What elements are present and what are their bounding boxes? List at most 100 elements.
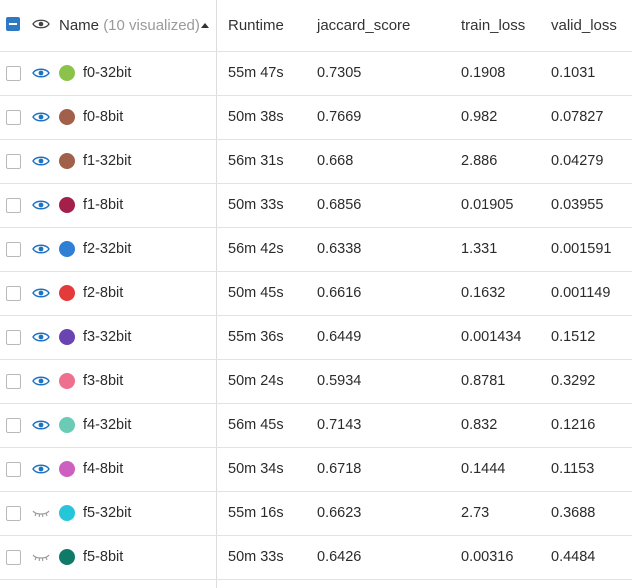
train-loss-cell: 1.331 [461, 241, 498, 257]
run-color-dot[interactable] [59, 153, 75, 169]
runtime-cell: 55m 16s [228, 505, 284, 521]
valid-loss-cell: 0.4484 [551, 549, 596, 565]
train-loss-cell: 2.73 [461, 505, 490, 521]
row-checkbox[interactable] [6, 286, 21, 301]
table-row[interactable]: f5-32bit 55m 16s 0.6623 2.73 0.3688 [0, 492, 632, 536]
runtime-cell: 56m 42s [228, 241, 284, 257]
column-divider [216, 0, 217, 588]
run-name[interactable]: f2-32bit [83, 241, 132, 257]
eye-icon[interactable] [32, 287, 50, 299]
eye-closed-icon[interactable] [32, 507, 50, 519]
eye-icon[interactable] [32, 463, 50, 475]
row-checkbox[interactable] [6, 110, 21, 125]
table-row[interactable]: f3-32bit 55m 36s 0.6449 0.001434 0.1512 [0, 316, 632, 360]
eye-icon[interactable] [32, 243, 50, 255]
jaccard-score-cell: 0.668 [317, 153, 354, 169]
table-row[interactable]: f0-32bit 55m 47s 0.7305 0.1908 0.1031 [0, 52, 632, 96]
run-color-dot[interactable] [59, 417, 75, 433]
run-color-dot[interactable] [59, 109, 75, 125]
run-color-dot[interactable] [59, 461, 75, 477]
runtime-cell: 55m 36s [228, 329, 284, 345]
runtime-column-header[interactable]: Runtime [228, 17, 284, 34]
run-color-dot[interactable] [59, 505, 75, 521]
sort-ascending-icon[interactable] [201, 23, 209, 28]
valid-loss-cell: 0.3292 [551, 373, 596, 389]
valid-loss-cell: 0.1031 [551, 65, 596, 81]
jaccard-score-cell: 0.6426 [317, 549, 362, 565]
row-checkbox[interactable] [6, 198, 21, 213]
eye-icon[interactable] [32, 18, 50, 30]
row-checkbox[interactable] [6, 506, 21, 521]
train-loss-cell: 0.1444 [461, 461, 506, 477]
valid-loss-cell: 0.07827 [551, 109, 604, 125]
jaccard-score-cell: 0.7305 [317, 65, 362, 81]
run-name[interactable]: f5-32bit [83, 505, 132, 521]
valid-loss-column-header[interactable]: valid_loss [551, 17, 617, 34]
run-name[interactable]: f4-32bit [83, 417, 132, 433]
valid-loss-cell: 0.1216 [551, 417, 596, 433]
valid-loss-cell: 0.1512 [551, 329, 596, 345]
run-name[interactable]: f0-8bit [83, 109, 124, 125]
row-checkbox[interactable] [6, 66, 21, 81]
run-name[interactable]: f5-8bit [83, 549, 124, 565]
row-checkbox[interactable] [6, 550, 21, 565]
eye-closed-icon[interactable] [32, 551, 50, 563]
run-name[interactable]: f3-8bit [83, 373, 124, 389]
runtime-cell: 55m 47s [228, 65, 284, 81]
table-row[interactable]: f4-32bit 56m 45s 0.7143 0.832 0.1216 [0, 404, 632, 448]
run-color-dot[interactable] [59, 241, 75, 257]
valid-loss-cell: 0.04279 [551, 153, 604, 169]
run-color-dot[interactable] [59, 329, 75, 345]
row-checkbox[interactable] [6, 330, 21, 345]
train-loss-cell: 0.8781 [461, 373, 506, 389]
table-row[interactable]: f2-8bit 50m 45s 0.6616 0.1632 0.001149 [0, 272, 632, 316]
select-all-checkbox[interactable] [6, 17, 20, 31]
jaccard-score-cell: 0.6616 [317, 285, 362, 301]
run-name[interactable]: f0-32bit [83, 65, 132, 81]
eye-icon[interactable] [32, 199, 50, 211]
table-row[interactable]: f1-8bit 50m 33s 0.6856 0.01905 0.03955 [0, 184, 632, 228]
run-name[interactable]: f2-8bit [83, 285, 124, 301]
row-checkbox[interactable] [6, 374, 21, 389]
row-checkbox[interactable] [6, 462, 21, 477]
run-name[interactable]: f1-8bit [83, 197, 124, 213]
eye-icon[interactable] [32, 155, 50, 167]
run-name[interactable]: f1-32bit [83, 153, 132, 169]
runtime-cell: 50m 24s [228, 373, 284, 389]
row-checkbox[interactable] [6, 154, 21, 169]
eye-icon[interactable] [32, 331, 50, 343]
table-row[interactable]: f2-32bit 56m 42s 0.6338 1.331 0.001591 [0, 228, 632, 272]
runtime-cell: 50m 33s [228, 197, 284, 213]
train-loss-cell: 0.832 [461, 417, 498, 433]
run-color-dot[interactable] [59, 197, 75, 213]
jaccard-score-cell: 0.6449 [317, 329, 362, 345]
jaccard-score-column-header[interactable]: jaccard_score [317, 17, 411, 34]
run-color-dot[interactable] [59, 549, 75, 565]
table-row[interactable]: f5-8bit 50m 33s 0.6426 0.00316 0.4484 [0, 536, 632, 580]
runtime-cell: 50m 38s [228, 109, 284, 125]
row-checkbox[interactable] [6, 242, 21, 257]
run-color-dot[interactable] [59, 285, 75, 301]
table-row[interactable]: f1-32bit 56m 31s 0.668 2.886 0.04279 [0, 140, 632, 184]
run-name[interactable]: f4-8bit [83, 461, 124, 477]
table-header: Name (10 visualized) Runtime jaccard_sco… [0, 0, 632, 52]
name-column-header[interactable]: Name (10 visualized) [59, 0, 200, 52]
eye-icon[interactable] [32, 67, 50, 79]
run-color-dot[interactable] [59, 65, 75, 81]
train-loss-column-header[interactable]: train_loss [461, 17, 526, 34]
valid-loss-cell: 0.1153 [551, 461, 595, 477]
table-row[interactable]: f4-8bit 50m 34s 0.6718 0.1444 0.1153 [0, 448, 632, 492]
jaccard-score-cell: 0.6718 [317, 461, 362, 477]
table-row[interactable]: f0-8bit 50m 38s 0.7669 0.982 0.07827 [0, 96, 632, 140]
runtime-cell: 56m 45s [228, 417, 284, 433]
run-color-dot[interactable] [59, 373, 75, 389]
valid-loss-cell: 0.001591 [551, 241, 612, 257]
eye-icon[interactable] [32, 111, 50, 123]
row-checkbox[interactable] [6, 418, 21, 433]
table-row[interactable]: f3-8bit 50m 24s 0.5934 0.8781 0.3292 [0, 360, 632, 404]
visualized-count: (10 visualized) [103, 17, 200, 34]
run-name[interactable]: f3-32bit [83, 329, 132, 345]
eye-icon[interactable] [32, 419, 50, 431]
eye-icon[interactable] [32, 375, 50, 387]
